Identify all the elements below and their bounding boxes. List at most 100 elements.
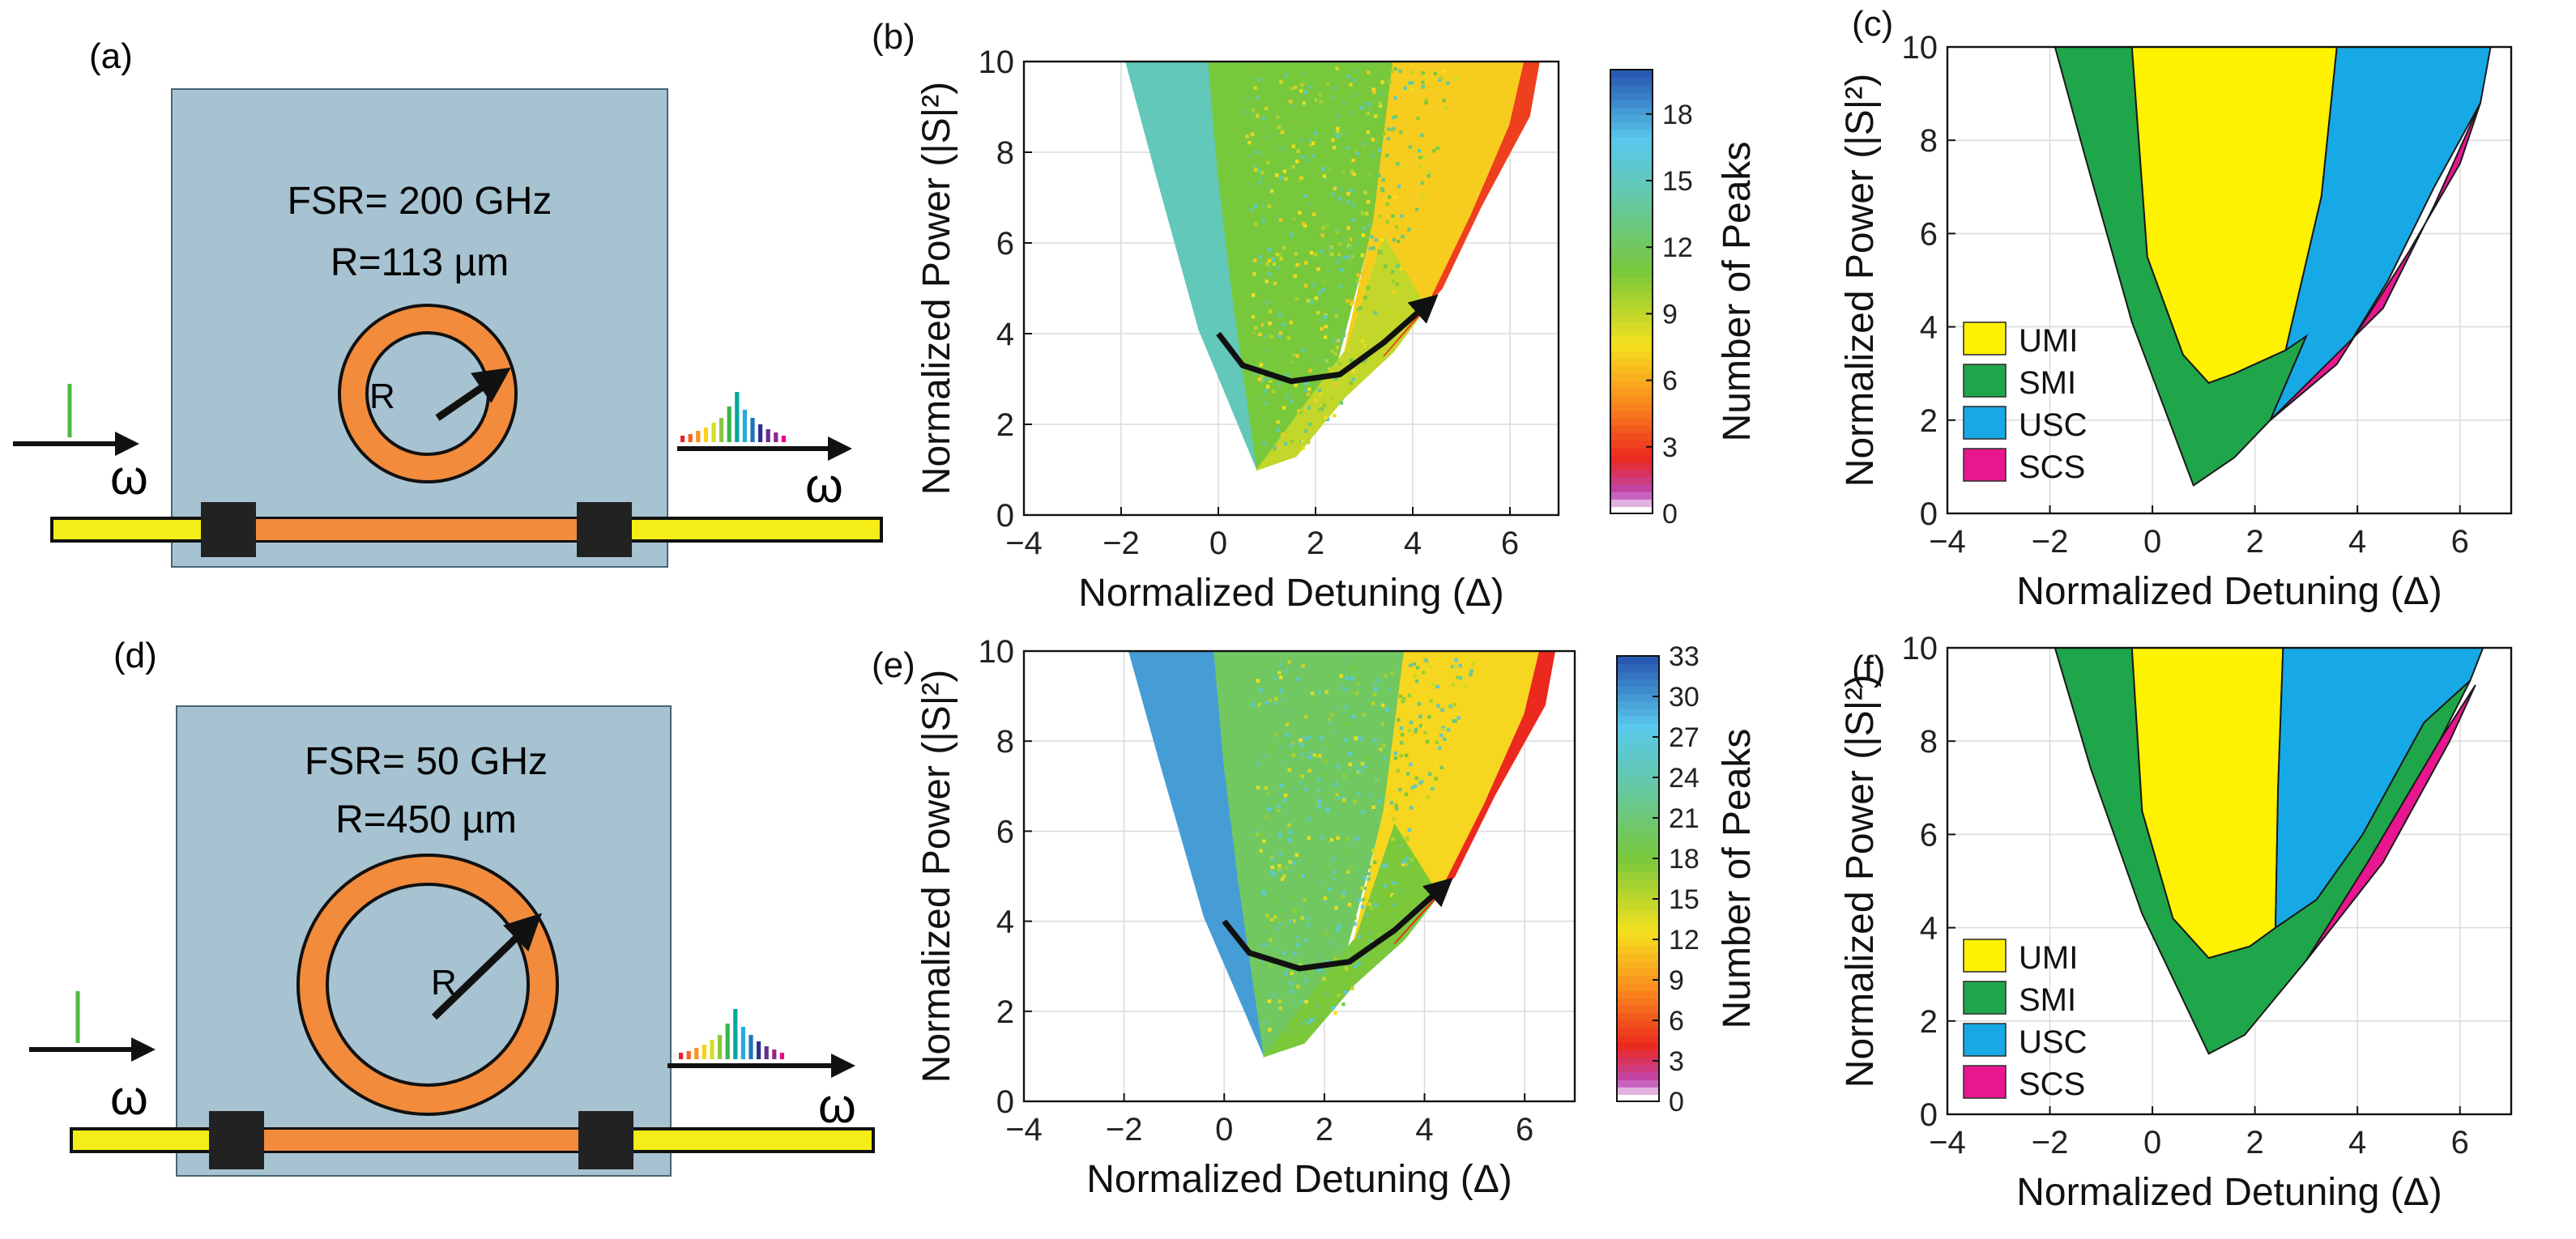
peaks-speckle [1420,777,1424,781]
colorbar-cell [1610,113,1653,123]
peaks-speckle [1294,296,1299,301]
peaks-speckle [1358,306,1363,310]
peaks-speckle [1446,81,1450,86]
colorbar-cell [1610,505,1653,515]
peaks-speckle [1260,166,1264,170]
peaks-speckle [1354,764,1358,769]
peaks-speckle [1399,859,1403,863]
comb-line [680,436,685,442]
peaks-speckle [1424,100,1428,105]
peaks-speckle [1303,303,1307,307]
peaks-speckle [1351,377,1355,381]
x-axis-label: Normalized Detuning (Δ) [2016,1171,2442,1214]
panel-label-c: (c) [1852,4,1893,44]
peaks-speckle [1366,696,1370,700]
peaks-speckle [1350,168,1354,173]
peaks-speckle [1348,254,1352,259]
peaks-speckle [1316,1003,1320,1007]
peaks-speckle [1310,219,1314,223]
peaks-speckle [1304,381,1308,386]
peaks-speckle [1291,753,1295,757]
peaks-speckle [1367,794,1371,798]
peaks-speckle [1344,966,1349,971]
peaks-speckle [1298,211,1302,215]
colorbar-tick-label: 12 [1669,925,1700,956]
peaks-speckle [1363,954,1367,958]
comb-line [742,410,747,442]
peaks-speckle [1320,407,1324,411]
peaks-speckle [1247,140,1252,145]
peaks-speckle [1314,955,1318,960]
peaks-speckle [1290,869,1294,874]
peaks-speckle [1257,77,1261,82]
peaks-speckle [1329,245,1333,249]
colorbar-cell [1617,671,1659,679]
peaks-speckle [1312,855,1317,859]
peaks-speckle [1333,257,1337,261]
colorbar-cell [1617,990,1659,998]
peaks-speckle [1328,367,1332,371]
peaks-speckle [1278,918,1282,923]
peaks-speckle [1273,805,1278,809]
peaks-speckle [1291,689,1296,693]
peaks-speckle [1278,87,1282,91]
peaks-speckle [1335,793,1339,797]
peaks-speckle [1392,894,1397,899]
colorbar-cell [1617,708,1659,717]
peaks-speckle [1321,287,1326,292]
peaks-speckle [1397,184,1401,189]
peaks-speckle [1310,300,1314,304]
peaks-speckle [1333,186,1337,191]
colorbar-cell [1610,247,1653,256]
peaks-speckle [1361,233,1366,237]
peaks-speckle [1316,267,1320,271]
peaks-speckle [1270,865,1275,870]
peaks-speckle [1329,721,1333,725]
peaks-speckle [1450,670,1454,675]
peaks-speckle [1290,743,1294,747]
colorbar-cell [1617,886,1659,895]
chart-b: −4 −2 0 2 4 6 0 2 4 6 8 10 Normalized Detuning (Δ) No… [872,17,1759,615]
peaks-speckle [1271,233,1275,237]
x-tick-label: 6 [2451,524,2469,560]
comb-line [703,428,708,442]
peaks-speckle [1405,862,1409,866]
peaks-speckle [1371,138,1375,142]
peaks-speckle [1341,798,1346,803]
peaks-speckle [1367,102,1371,106]
peaks-speckle [1355,837,1359,841]
peaks-speckle [1330,713,1334,717]
peaks-speckle [1368,172,1372,177]
peaks-speckle [1379,747,1383,751]
peaks-speckle [1290,439,1294,444]
legend-swatch-smi [1963,981,2007,1015]
peaks-speckle [1298,258,1302,262]
peaks-speckle [1268,321,1272,326]
colorbar-cell [1617,871,1659,880]
colorbar-cell [1617,834,1659,843]
peaks-speckle [1277,840,1281,844]
peaks-speckle [1260,176,1264,181]
peaks-speckle [1403,89,1407,93]
peaks-speckle [1278,832,1282,837]
peaks-speckle [1423,74,1427,79]
peaks-speckle [1371,246,1375,250]
peaks-speckle [1371,701,1375,705]
comb-line [686,1051,691,1059]
peaks-speckle [1285,373,1290,377]
peaks-speckle [1301,752,1305,756]
peaks-speckle [1276,419,1280,424]
peaks-speckle [1426,122,1431,127]
colorbar-cell [1617,997,1659,1007]
peaks-speckle [1414,679,1419,683]
peaks-speckle [1356,273,1360,277]
peaks-speckle [1387,688,1392,692]
peaks-speckle [1370,230,1374,234]
comb-line [748,1035,753,1059]
peaks-speckle [1355,279,1360,283]
colorbar-cell [1617,737,1659,747]
colorbar-cell [1610,321,1653,330]
peaks-speckle [1435,146,1439,151]
peaks-speckle [1307,769,1311,773]
peaks-speckle [1304,114,1308,119]
